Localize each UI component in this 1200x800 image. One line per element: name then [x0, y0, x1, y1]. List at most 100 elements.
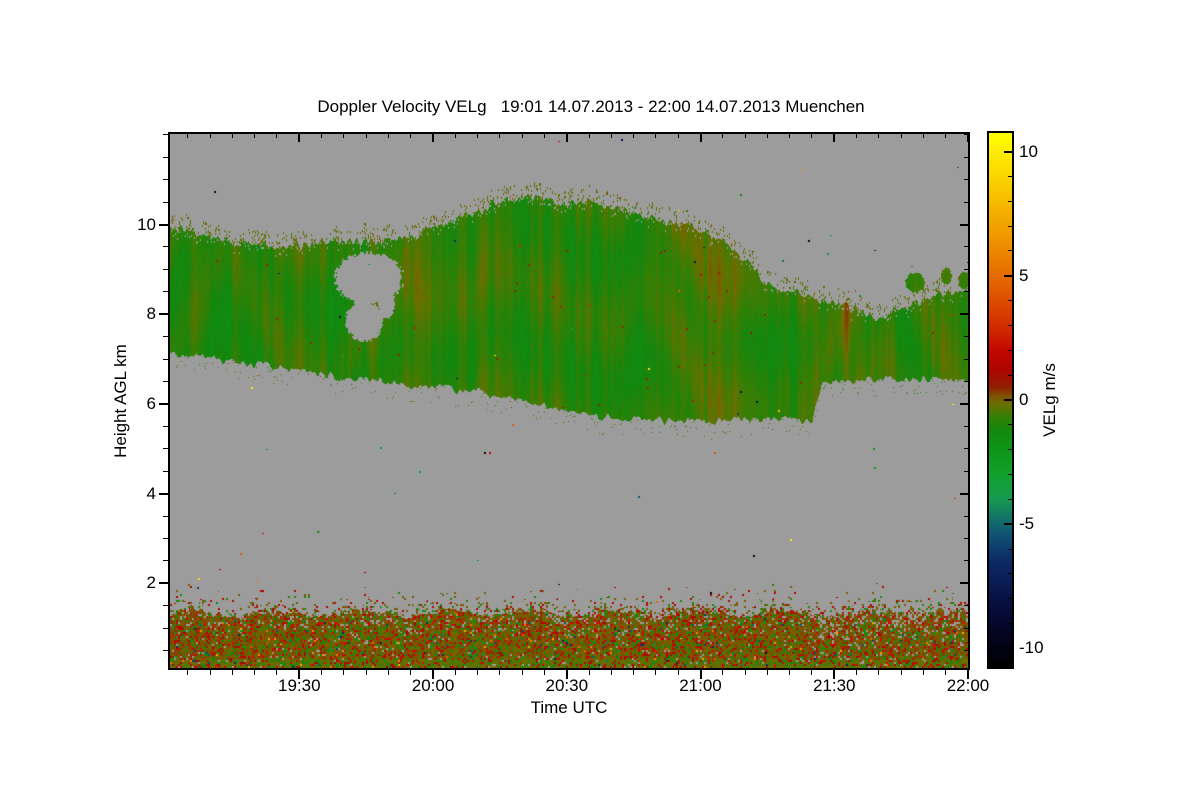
y-axis-minor-tick-right	[964, 650, 968, 651]
colorbar-minor-tick	[1008, 200, 1012, 202]
x-axis-minor-tick-top	[655, 134, 657, 138]
y-axis-minor-tick	[163, 156, 168, 158]
x-axis-minor-tick	[365, 670, 367, 675]
x-axis-minor-tick-top	[633, 134, 635, 138]
x-axis-minor-tick-top	[543, 134, 545, 138]
colorbar-minor-tick	[1008, 300, 1012, 302]
y-axis-minor-tick	[163, 268, 168, 270]
y-axis-minor-tick-right	[964, 156, 968, 158]
colorbar-tick-label: 10	[1019, 141, 1038, 161]
x-axis-major-tick	[833, 670, 836, 679]
y-axis-minor-tick-right	[964, 380, 968, 382]
x-axis-minor-tick-top	[722, 134, 724, 138]
x-axis-minor-tick	[343, 670, 345, 675]
colorbar-tick-label: -10	[1019, 638, 1044, 658]
y-axis-minor-tick-right	[964, 179, 968, 181]
x-axis-minor-tick-top	[387, 134, 389, 138]
x-axis-minor-tick-top	[254, 134, 256, 138]
y-axis-minor-tick-right	[964, 470, 968, 472]
x-axis-minor-tick	[766, 670, 768, 675]
x-axis-major-tick	[565, 670, 568, 679]
y-axis-minor-tick-right	[964, 246, 968, 248]
y-axis-minor-tick	[163, 291, 168, 293]
colorbar-minor-tick	[1008, 598, 1012, 600]
y-axis-minor-tick-right	[964, 358, 968, 360]
y-axis-minor-tick	[163, 560, 168, 562]
y-axis-minor-tick	[163, 201, 168, 203]
colorbar-minor-tick	[1008, 623, 1012, 625]
x-axis-tick-label: 21:00	[679, 676, 722, 695]
y-axis-minor-tick-right	[964, 627, 968, 629]
x-axis-minor-tick	[231, 670, 233, 675]
y-axis-major-tick-right	[960, 313, 968, 316]
y-axis-major-tick-right	[960, 492, 968, 495]
colorbar-title: VELg m/s	[1040, 363, 1059, 437]
y-axis-minor-tick-right	[964, 448, 968, 450]
y-axis-minor-tick-right	[964, 268, 968, 270]
x-axis-minor-tick-top	[744, 134, 746, 138]
y-axis-minor-tick-right	[964, 134, 968, 136]
x-axis-minor-tick	[588, 670, 590, 675]
x-axis-minor-tick	[744, 670, 746, 675]
y-axis-minor-tick	[163, 448, 168, 450]
colorbar-minor-tick	[1008, 498, 1012, 500]
colorbar-major-tick	[1004, 399, 1012, 401]
y-axis-tick-label: 4	[146, 483, 156, 503]
x-axis-major-tick-top	[833, 134, 836, 142]
colorbar-major-tick	[1004, 150, 1012, 153]
x-axis-tick-label: 22:00	[946, 676, 990, 695]
x-axis-minor-tick-top	[922, 134, 924, 138]
x-axis-minor-tick	[789, 670, 791, 675]
y-axis-minor-tick-right	[964, 605, 968, 607]
colorbar-major-tick	[1004, 274, 1012, 277]
y-axis-minor-tick	[163, 627, 168, 629]
x-axis-minor-tick-top	[677, 134, 679, 138]
colorbar-minor-tick	[1008, 175, 1012, 177]
colorbar-major-tick	[1004, 647, 1012, 650]
x-axis-minor-tick-top	[454, 134, 456, 138]
x-axis-minor-tick-top	[900, 134, 902, 138]
x-axis-minor-tick	[655, 670, 657, 675]
y-axis-major-tick	[159, 582, 168, 585]
x-axis-minor-tick-top	[365, 134, 367, 138]
x-axis-tick-label: 21:30	[812, 676, 856, 695]
y-axis-tick-label: 2	[146, 573, 156, 593]
x-axis-minor-tick-top	[878, 134, 880, 138]
x-axis-minor-tick	[477, 670, 479, 675]
x-axis-minor-tick-top	[610, 134, 612, 138]
x-axis-tick-label: 20:30	[545, 676, 589, 695]
y-axis-major-tick	[159, 402, 168, 405]
x-axis-minor-tick	[387, 670, 389, 675]
y-axis-minor-tick	[163, 246, 168, 248]
x-axis-minor-tick-top	[856, 134, 858, 138]
x-axis-minor-tick-top	[276, 134, 278, 138]
x-axis-minor-tick-top	[766, 134, 768, 138]
y-axis-minor-tick	[163, 134, 168, 136]
x-axis-major-tick-top	[432, 134, 435, 142]
y-axis-tick-label: 8	[146, 304, 156, 324]
x-axis-minor-tick	[677, 670, 679, 675]
y-axis-minor-tick-right	[964, 515, 968, 517]
x-axis-minor-tick	[633, 670, 635, 675]
y-axis-minor-tick	[163, 358, 168, 360]
chart-title: Doppler Velocity VELg 19:01 14.07.2013 -…	[317, 97, 865, 116]
y-axis-minor-tick-right	[964, 425, 968, 427]
y-axis-major-tick-right	[960, 402, 968, 405]
x-axis-major-tick-top	[298, 134, 301, 142]
x-axis-major-tick	[699, 670, 702, 679]
x-axis-minor-tick	[722, 670, 724, 675]
y-axis-minor-tick	[163, 605, 168, 607]
colorbar-minor-tick	[1008, 449, 1012, 451]
x-axis-major-tick	[432, 670, 435, 679]
y-axis-major-tick	[159, 313, 168, 316]
colorbar-minor-tick	[1008, 374, 1012, 376]
x-axis-title: Time UTC	[530, 698, 608, 717]
y-axis-major-tick-right	[960, 223, 968, 226]
y-axis-tick-label: 10	[137, 214, 156, 234]
y-axis-minor-tick	[163, 470, 168, 472]
x-axis-minor-tick-top	[231, 134, 233, 138]
colorbar-minor-tick	[1008, 573, 1012, 575]
doppler-velocity-heatmap	[170, 134, 968, 668]
x-axis-minor-tick	[610, 670, 612, 675]
y-axis-minor-tick	[163, 425, 168, 427]
